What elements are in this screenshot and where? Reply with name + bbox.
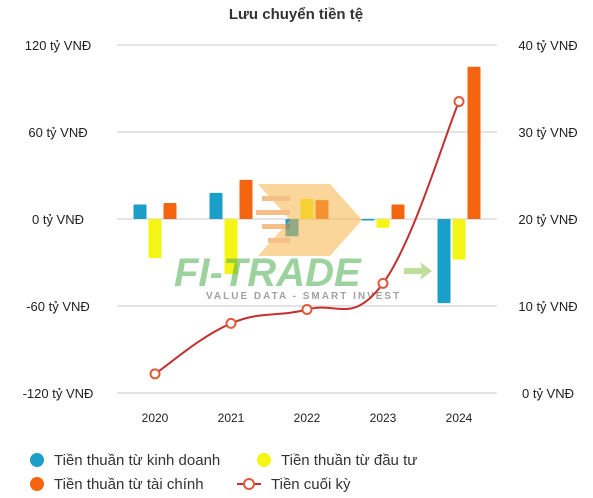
right-tick-label: 40 tỷ VNĐ bbox=[518, 38, 577, 53]
bar-series bbox=[133, 66, 481, 304]
bar-operating bbox=[437, 219, 451, 304]
bar-financing bbox=[239, 179, 253, 219]
bar-operating bbox=[209, 192, 223, 219]
left-axis: 120 tỷ VNĐ 60 tỷ VNĐ 0 tỷ VNĐ -60 tỷ VNĐ -12… bbox=[23, 38, 94, 401]
bar-operating bbox=[133, 204, 147, 219]
bar-investing bbox=[452, 219, 466, 260]
watermark-arrow-shape bbox=[258, 184, 362, 256]
legend-label-financing: Tiền thuần từ tài chính bbox=[54, 475, 204, 493]
right-tick-label: 10 tỷ VNĐ bbox=[518, 299, 577, 314]
legend-dot-financing bbox=[30, 477, 44, 491]
fitrade-watermark-logo: FI-TRADE VALUE DATA - SMART INVEST bbox=[174, 184, 432, 302]
x-tick-label: 2021 bbox=[218, 411, 245, 425]
legend-label-investing: Tiền thuần từ đầu tư bbox=[281, 451, 418, 469]
legend-marker-ending-cash bbox=[237, 477, 261, 491]
right-tick-label: 0 tỷ VNĐ bbox=[522, 386, 574, 401]
ending-cash-point bbox=[225, 317, 237, 329]
legend-item-investing[interactable]: Tiền thuần từ đầu tư bbox=[257, 449, 417, 471]
legend-item-financing[interactable]: Tiền thuần từ tài chính bbox=[30, 473, 204, 495]
right-tick-label: 20 tỷ VNĐ bbox=[518, 212, 577, 227]
watermark-brand-arrow-icon bbox=[404, 262, 432, 280]
ending-cash-point bbox=[377, 277, 389, 289]
legend-item-ending-cash[interactable]: Tiền cuối kỳ bbox=[237, 473, 350, 495]
bar-financing bbox=[391, 204, 405, 219]
legend-dot-investing bbox=[257, 453, 271, 467]
x-tick-label: 2023 bbox=[370, 411, 397, 425]
ending-cash-point bbox=[301, 303, 313, 315]
bar-financing bbox=[163, 203, 177, 219]
legend-dot-operating bbox=[30, 453, 44, 467]
chart-title: Lưu chuyển tiền tệ bbox=[229, 6, 363, 23]
watermark-brand: FI-TRADE bbox=[174, 251, 362, 295]
left-tick-label: -120 tỷ VNĐ bbox=[23, 386, 94, 401]
ending-cash-point bbox=[453, 96, 465, 108]
bar-investing bbox=[148, 219, 162, 259]
left-tick-label: 120 tỷ VNĐ bbox=[25, 38, 91, 53]
right-axis: 40 tỷ VNĐ 30 tỷ VNĐ 20 tỷ VNĐ 10 tỷ VNĐ 0 tỷ… bbox=[518, 38, 577, 401]
line-series bbox=[149, 96, 465, 380]
bar-investing bbox=[376, 219, 390, 228]
legend-item-operating[interactable]: Tiền thuần từ kinh doanh bbox=[30, 449, 220, 471]
bar-investing bbox=[224, 219, 238, 275]
watermark-tagline: VALUE DATA - SMART INVEST bbox=[206, 291, 401, 302]
left-tick-label: -60 tỷ VNĐ bbox=[26, 299, 90, 314]
x-tick-label: 2020 bbox=[142, 411, 169, 425]
bar-operating bbox=[361, 219, 375, 221]
x-tick-label: 2022 bbox=[294, 411, 321, 425]
x-tick-label: 2024 bbox=[446, 411, 473, 425]
right-tick-label: 30 tỷ VNĐ bbox=[518, 125, 577, 140]
bar-financing bbox=[467, 66, 481, 219]
legend-label-operating: Tiền thuần từ kinh doanh bbox=[54, 451, 221, 469]
ending-cash-line bbox=[154, 101, 460, 375]
legend-label-ending-cash: Tiền cuối kỳ bbox=[271, 475, 351, 493]
chart-legend: Tiền thuần từ kinh doanh Tiền thuần từ đ… bbox=[0, 446, 593, 498]
ending-cash-point bbox=[149, 368, 161, 380]
left-tick-label: 60 tỷ VNĐ bbox=[28, 125, 87, 140]
x-axis: 2020 2021 2022 2023 2024 bbox=[142, 411, 473, 425]
left-tick-label: 0 tỷ VNĐ bbox=[32, 212, 84, 227]
watermark-speed-lines bbox=[256, 196, 290, 243]
